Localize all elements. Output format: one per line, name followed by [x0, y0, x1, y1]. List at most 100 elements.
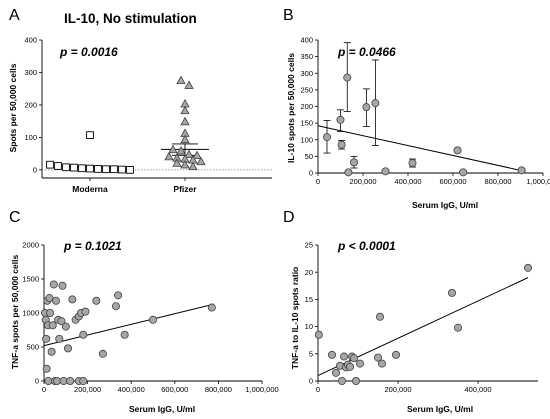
panel-b-xtick-label: 800,000: [484, 177, 511, 186]
panel-letter-c: C: [9, 209, 21, 226]
panel-d-ytick-label: 20: [305, 268, 313, 277]
panel-a-moderna-marker: [62, 163, 70, 172]
panel-b-xlabel: Serum IgG, U/ml: [412, 200, 478, 210]
panel-c-data-point: [45, 294, 54, 303]
panel-b-data-point: [459, 168, 468, 177]
panel-b-ytick-label: 300: [300, 69, 313, 78]
panel-b-ytick-label: 50: [305, 152, 313, 161]
panel-c-data-point: [49, 280, 58, 289]
panel-c-data-point: [48, 321, 57, 330]
panel-c-data-point: [111, 302, 120, 311]
panel-a-pfizer-marker: [188, 161, 198, 171]
panel-a-moderna-marker: [46, 160, 54, 169]
panel-c-data-point: [61, 322, 70, 331]
panel-b-ylabel: IL-10 spots per 50,000 cells: [286, 53, 296, 163]
panel-c-data-point: [79, 330, 88, 339]
panel-b-pvalue: p = 0.0466: [337, 45, 396, 59]
panel-d-data-point: [375, 312, 384, 321]
panel-b-xtick-label: 400,000: [394, 177, 421, 186]
panel-a-pfizer-marker: [196, 156, 206, 166]
panel-d-data-point: [377, 359, 386, 368]
panel-c-xlabel: Serum IgG, U/ml: [129, 404, 195, 414]
panel-a-pfizer-marker: [180, 159, 190, 169]
panel-a-moderna-marker: [126, 166, 134, 174]
panel-b-data-point: [343, 73, 352, 82]
panel-a-pfizer-marker: [184, 149, 194, 159]
panel-a-ytick-label: 400: [24, 36, 37, 45]
panel-c-data-point: [68, 295, 77, 304]
panel-b-ytick-label: 100: [300, 135, 313, 144]
panel-c-ytick-label: 0: [35, 377, 39, 386]
panel-d-data-point: [355, 359, 364, 368]
panel-a-ylabel: Spots per 50,000 cells: [8, 63, 18, 152]
panel-c-xtick-label: 400,000: [118, 385, 145, 394]
panel-a-pfizer-marker: [180, 105, 190, 115]
panel-c-xtick-label: 800,000: [205, 385, 232, 394]
panel-b-data-point: [517, 166, 526, 175]
panel-d-data-point: [524, 263, 533, 272]
panel-a-pfizer-marker: [168, 144, 178, 154]
panel-c-data-point: [114, 291, 123, 300]
panel-a-pfizer-marker: [180, 116, 190, 126]
panel-c-data-point: [42, 364, 51, 373]
panel-b-xtick-label: 0: [316, 177, 320, 186]
panel-a-category-label: Moderna: [72, 184, 108, 194]
panel-d-data-point: [331, 368, 340, 377]
panel-c-xtick-label: 1,000,000: [245, 385, 278, 394]
panel-a-moderna-marker: [102, 165, 110, 174]
panel-d-ylabel: TNF-a to IL-10 spots ratio: [290, 267, 300, 369]
panel-b-ytick-label: 200: [300, 102, 313, 111]
panel-a-ytick-label: 0: [33, 165, 37, 174]
panel-d-data-point: [351, 376, 360, 385]
panel-letter-a: A: [9, 7, 20, 24]
panel-c-ylabel: TNF-a spots per 50,000 cells: [10, 255, 20, 370]
panel-c-data-point: [57, 317, 66, 326]
panel-c-data-point: [81, 307, 90, 316]
panel-a-pfizer-marker: [164, 151, 174, 161]
panel-c-xtick-label: 0: [42, 385, 46, 394]
panel-b-data-point: [344, 168, 353, 177]
panel-d-data-point: [453, 323, 462, 332]
panel-c-xtick-label: 600,000: [161, 385, 188, 394]
panel-d-xlabel: Serum IgG, U/ml: [407, 404, 473, 414]
panel-b-data-point: [362, 103, 371, 112]
panel-a-ytick-label: 300: [24, 68, 37, 77]
panel-a-pvalue: p = 0.0016: [59, 45, 118, 59]
panel-a-pfizer-marker: [172, 158, 182, 167]
panel-a-moderna-marker: [78, 164, 86, 173]
panel-c-data-point: [53, 376, 62, 385]
panel-a-pfizer-marker: [192, 150, 202, 159]
panel-c-data-point: [98, 349, 107, 358]
panel-c-data-point: [66, 376, 75, 385]
panel-c-ytick-label: 1000: [22, 309, 39, 318]
panel-d-ytick-label: 15: [305, 295, 313, 304]
panel-c-data-point: [59, 376, 68, 385]
panel-b-ytick-label: 150: [300, 119, 313, 128]
panel-c-data-point: [47, 347, 56, 356]
panel-a-pfizer-marker: [176, 146, 186, 155]
panel-d-ytick-label: 0: [309, 377, 313, 386]
panel-c-data-point: [207, 303, 216, 312]
panel-c-pvalue: p = 0.1021: [63, 239, 122, 253]
panel-d-xtick-label: 200,000: [384, 385, 411, 394]
panel-a-moderna-marker: [118, 165, 126, 174]
panel-c-data-point: [58, 281, 67, 290]
panel-d-ytick-label: 5: [309, 349, 313, 358]
panel-b-ytick-label: 250: [300, 85, 313, 94]
panel-c-data-point: [92, 296, 101, 305]
panel-a-title: IL-10, No stimulation: [64, 11, 197, 26]
panel-b-data-point: [337, 140, 346, 149]
panel-d-xtick-label: 0: [316, 385, 320, 394]
panel-b-xtick-label: 600,000: [439, 177, 466, 186]
panel-a-moderna-marker: [70, 163, 78, 172]
panel-c-data-point: [55, 334, 64, 343]
panel-d-data-point: [314, 330, 323, 339]
panel-c-data-point: [148, 315, 157, 324]
panel-c-data-point: [63, 344, 72, 353]
panel-b-ytick-label: 0: [309, 169, 313, 178]
panel-a-moderna-marker: [94, 165, 102, 173]
panel-b-data-point: [453, 146, 462, 155]
panel-c-xtick-label: 200,000: [74, 385, 101, 394]
